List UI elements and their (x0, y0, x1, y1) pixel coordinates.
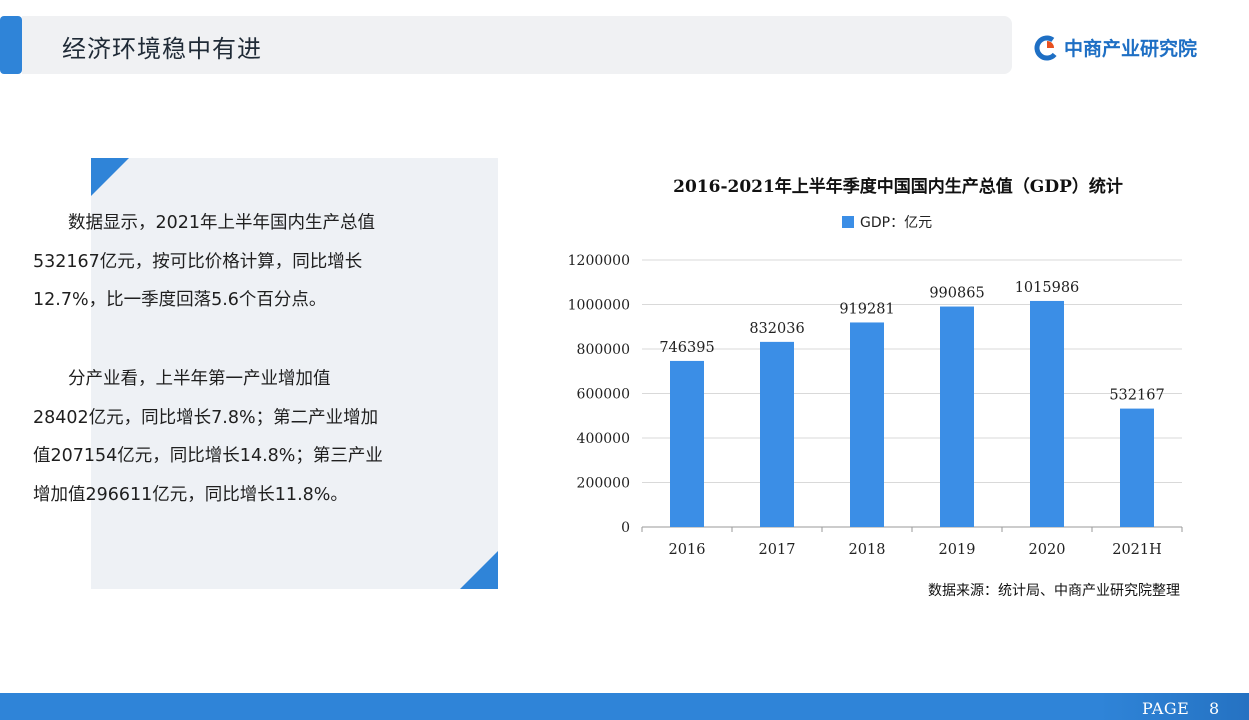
bar-2016 (670, 360, 704, 527)
footer-band (0, 693, 1249, 720)
panel-corner-decoration-top (91, 158, 129, 196)
y-tick-label: 1200000 (568, 253, 630, 269)
chart-title: 2016-2021年上半年季度中国国内生产总值（GDP）统计 (673, 177, 1123, 197)
x-tick-label: 2020 (1029, 542, 1066, 558)
x-tick-label: 2021H (1112, 542, 1162, 558)
legend-label: GDP：亿元 (860, 215, 933, 231)
data-label-2019: 990865 (929, 286, 984, 302)
y-tick-label: 200000 (577, 476, 630, 492)
gdp-bar-chart: 0 200000 400000 600000 800000 1000000 1200000 7… (568, 253, 1183, 558)
page-label: PAGE (1142, 699, 1190, 718)
summary-panel (91, 158, 498, 589)
data-label-2016: 746395 (659, 340, 714, 356)
page-number: 8 (1209, 699, 1220, 718)
x-tick-label: 2018 (849, 542, 886, 558)
page-title: 经济环境稳中有进 (62, 35, 262, 63)
bar-2017 (760, 341, 794, 527)
summary-paragraph-2: 分产业看，上半年第一产业增加值28402亿元，同比增长7.8%；第二产业增加值2… (33, 369, 383, 505)
x-tick-label: 2016 (669, 542, 706, 558)
panel-corner-decoration-bottom (460, 551, 498, 589)
footer-shade (1099, 693, 1249, 720)
header-band (22, 16, 1012, 74)
data-label-2020: 1015986 (1015, 280, 1080, 296)
summary-paragraph-1: 数据显示，2021年上半年国内生产总值532167亿元，按可比价格计算，同比增长… (33, 213, 376, 310)
bar-2018 (850, 322, 884, 527)
header-accent-bar (0, 16, 22, 74)
brand-logo-text: 中商产业研究院 (1064, 38, 1198, 60)
data-source-note: 数据来源：统计局、中商产业研究院整理 (928, 583, 1180, 599)
y-tick-label: 800000 (577, 342, 630, 358)
bar-2019 (940, 306, 974, 527)
y-tick-label: 400000 (577, 431, 630, 447)
y-tick-label: 600000 (577, 387, 630, 403)
bar-2021H (1120, 408, 1154, 527)
x-tick-label: 2017 (759, 542, 796, 558)
data-label-2017: 832036 (749, 321, 804, 337)
y-tick-label: 1000000 (568, 298, 630, 314)
chart-legend: GDP：亿元 (842, 212, 932, 232)
data-label-2018: 919281 (839, 301, 894, 317)
x-tick-label: 2019 (939, 542, 976, 558)
brand-logo-icon (1034, 35, 1060, 60)
legend-swatch (842, 216, 854, 228)
data-label-2021H: 532167 (1109, 388, 1164, 404)
bar-2020 (1030, 300, 1064, 527)
brand-logo: 中商产业研究院 (1034, 34, 1197, 61)
y-tick-label: 0 (621, 520, 630, 536)
